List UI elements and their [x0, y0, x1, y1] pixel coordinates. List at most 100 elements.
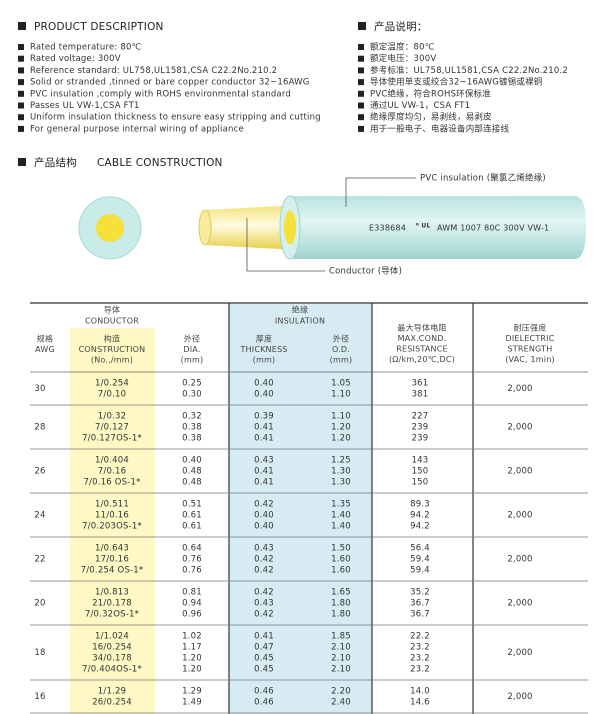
group-header: 绝缘: [292, 305, 308, 315]
thickness-cell: 0.45: [254, 654, 274, 664]
thickness-cell: 0.40: [254, 390, 274, 400]
thickness-cell: 0.42: [254, 500, 274, 510]
resistance-cell: 23.2: [410, 654, 430, 664]
od-cell: 2.40: [331, 698, 351, 708]
group-header: CONDUCTOR: [85, 317, 139, 326]
column-header: (Ω/km,20℃,DC): [389, 355, 455, 364]
column-header: DIA.: [183, 345, 200, 354]
thickness-cell: 0.40: [254, 522, 274, 532]
od-cell: 1.35: [331, 500, 351, 510]
resistance-cell: 361: [412, 379, 429, 389]
column-header: 耐压强度: [514, 323, 547, 333]
od-cell: 1.65: [331, 588, 351, 598]
thickness-cell: 0.41: [254, 478, 274, 488]
od-cell: 1.20: [331, 423, 351, 433]
thickness-cell: 0.42: [254, 610, 274, 620]
bullet: [18, 44, 24, 50]
bullet: [18, 125, 24, 132]
thickness-cell: 0.43: [254, 599, 274, 609]
awg-cell: 24: [34, 511, 45, 521]
awg-cell: 30: [34, 384, 45, 394]
column-header: (No.,/mm): [91, 356, 133, 365]
construction-cell: 1/1.024: [95, 632, 129, 642]
od-cell: 1.20: [331, 434, 351, 444]
od-cell: 2.20: [331, 687, 351, 697]
dia-cell: 0.25: [182, 379, 202, 389]
section-title: 产品说明：: [374, 20, 428, 33]
thickness-cell: 0.46: [254, 698, 274, 708]
construction-cell: 26/0.254: [92, 698, 132, 708]
awg-cell: 22: [34, 555, 45, 565]
thickness-cell: 0.46: [254, 687, 274, 697]
description-item: 参考标准：UL758,UL1581,CSA C22.2No.210.2: [370, 65, 568, 76]
dia-cell: 0.61: [182, 511, 202, 521]
thickness-cell: 0.40: [254, 379, 274, 389]
bullet: [358, 102, 364, 109]
thickness-cell: 0.41: [254, 423, 274, 433]
dia-cell: 1.17: [182, 643, 202, 653]
resistance-cell: 227: [412, 412, 429, 422]
dielectric-cell: 2,000: [507, 648, 532, 658]
column-header: MAX.COND.: [398, 334, 447, 343]
construction-cell: 7/0.254 OS-1*: [81, 566, 144, 576]
cable-marking: AWM 1007 80C 300V VW-1: [437, 224, 549, 233]
construction-cell: 34/0.178: [92, 654, 132, 664]
dia-cell: 1.20: [182, 665, 202, 675]
dielectric-cell: 2,000: [507, 599, 532, 609]
resistance-cell: 36.7: [410, 599, 430, 609]
resistance-cell: 59.4: [410, 566, 430, 576]
description-item: Uniform insulation thickness to ensure e…: [30, 113, 321, 123]
description-item: 通过UL VW-1，CSA FT1: [370, 100, 470, 111]
description-item: 导体使用单支或绞合32~16AWG镀锡或裸铜: [370, 77, 543, 88]
title-bullet: [18, 22, 26, 30]
leader-line: [246, 218, 325, 272]
od-cell: 1.10: [331, 390, 351, 400]
conductor-core-end: [284, 210, 296, 245]
thickness-cell: 0.45: [254, 665, 274, 675]
dia-cell: 1.20: [182, 654, 202, 664]
od-cell: 1.10: [331, 412, 351, 422]
resistance-cell: 23.2: [410, 643, 430, 653]
dia-cell: 0.48: [182, 478, 202, 488]
resistance-cell: 35.2: [410, 588, 430, 598]
bullet: [358, 79, 364, 86]
resistance-cell: 36.7: [410, 610, 430, 620]
bullet: [358, 44, 364, 50]
resistance-cell: 239: [412, 434, 429, 444]
bullet: [358, 55, 364, 62]
construction-cell: 7/0.32OS-1*: [85, 610, 139, 620]
bullet: [358, 90, 364, 97]
od-cell: 1.60: [331, 555, 351, 565]
construction-cell: 7/0.203OS-1*: [82, 522, 142, 532]
resistance-cell: 14.0: [410, 687, 430, 697]
column-header: 厚度: [256, 334, 272, 344]
thickness-cell: 0.43: [254, 544, 274, 554]
dia-cell: 0.30: [182, 390, 202, 400]
dielectric-cell: 2,000: [507, 384, 532, 394]
construction-cell: 1/1.29: [98, 687, 126, 697]
dia-cell: 0.81: [182, 588, 202, 598]
awg-cell: 16: [34, 692, 45, 702]
od-cell: 1.25: [331, 456, 351, 466]
od-cell: 1.60: [331, 566, 351, 576]
dielectric-cell: 2,000: [507, 555, 532, 565]
construction-cell: 11/0.16: [95, 511, 129, 521]
column-header: RESISTANCE: [396, 345, 448, 354]
dia-cell: 0.61: [182, 522, 202, 532]
resistance-cell: 381: [412, 390, 429, 400]
dia-cell: 1.29: [182, 687, 202, 697]
dia-cell: 0.48: [182, 467, 202, 477]
thickness-cell: 0.41: [254, 632, 274, 642]
ul-logo: ᴿ UL: [416, 223, 431, 230]
od-cell: 1.80: [331, 610, 351, 620]
od-cell: 2.10: [331, 665, 351, 675]
resistance-cell: 150: [412, 467, 429, 477]
description-item: Reference standard: UL758,UL1581,CSA C22…: [30, 66, 277, 76]
column-header: CONSTRUCTION: [79, 345, 146, 354]
thickness-cell: 0.40: [254, 511, 274, 521]
dia-cell: 0.96: [182, 610, 202, 620]
bullet: [358, 67, 364, 74]
column-header: (mm): [330, 356, 353, 365]
thickness-cell: 0.41: [254, 434, 274, 444]
